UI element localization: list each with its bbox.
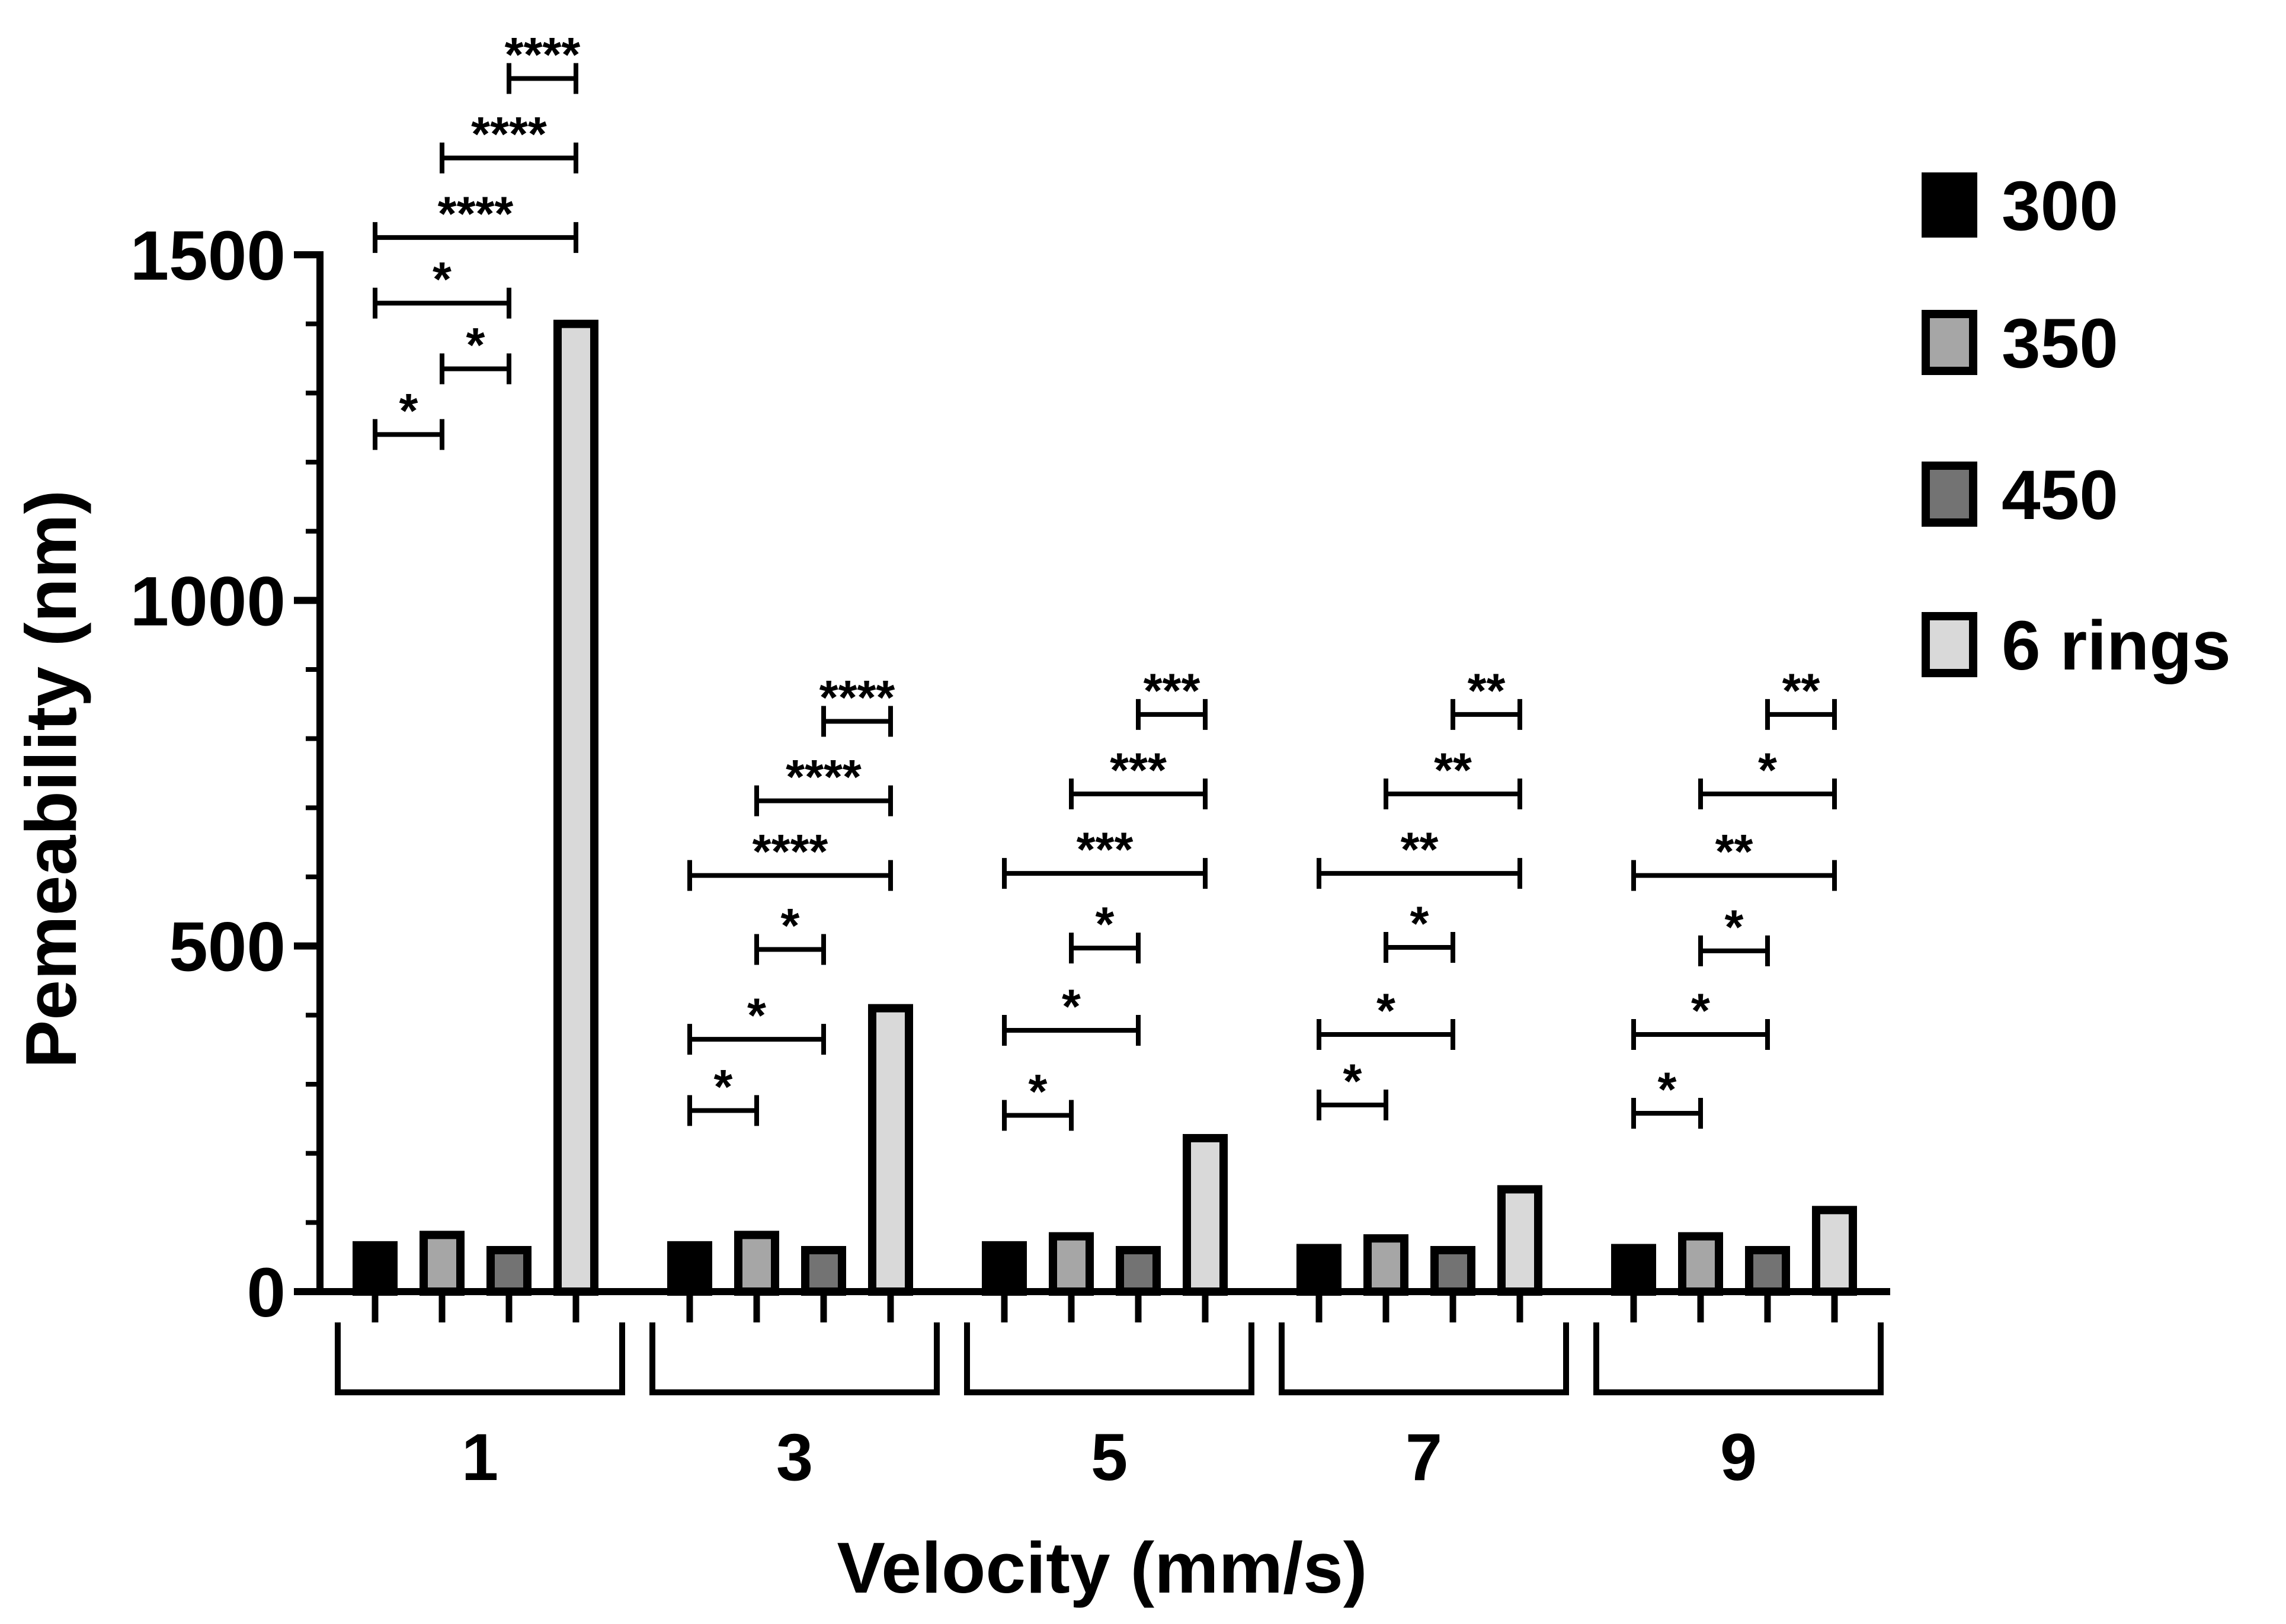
legend-label: 6 rings bbox=[2002, 607, 2231, 685]
significance-label: * bbox=[466, 319, 485, 373]
significance-label: * bbox=[399, 384, 418, 438]
y-tick-label: 1000 bbox=[130, 562, 286, 640]
significance-label: **** bbox=[438, 187, 514, 241]
bar-6-rings-v1 bbox=[553, 319, 598, 1296]
significance-label: ** bbox=[1468, 664, 1506, 718]
x-category-label: 1 bbox=[462, 1420, 498, 1494]
group-bracket bbox=[1279, 1322, 1569, 1395]
y-tick-label: 0 bbox=[246, 1254, 286, 1332]
significance-label: * bbox=[1376, 984, 1395, 1038]
significance-label: * bbox=[714, 1060, 733, 1114]
bar-6-rings-v3 bbox=[868, 1004, 913, 1296]
group-bracket bbox=[964, 1322, 1254, 1395]
bar-450-v5 bbox=[1116, 1246, 1161, 1296]
bar-300-v1 bbox=[353, 1241, 398, 1296]
legend-swatch-300 bbox=[1922, 172, 1977, 238]
bar-350-v9 bbox=[1678, 1232, 1723, 1296]
significance-label: **** bbox=[505, 28, 581, 82]
significance-label: * bbox=[1096, 898, 1115, 952]
significance-label: * bbox=[1343, 1055, 1362, 1109]
bar-6-rings-v7 bbox=[1497, 1185, 1542, 1296]
significance-label: * bbox=[1062, 980, 1081, 1034]
x-category-label: 3 bbox=[776, 1420, 813, 1494]
significance-label: * bbox=[1658, 1063, 1677, 1117]
significance-label: * bbox=[433, 253, 452, 307]
bar-450-v1 bbox=[486, 1246, 532, 1296]
x-category-label: 7 bbox=[1405, 1420, 1442, 1494]
bar-450-v9 bbox=[1745, 1246, 1790, 1296]
significance-label: **** bbox=[819, 671, 895, 725]
significance-label: **** bbox=[786, 751, 862, 805]
legend-swatch-450 bbox=[1922, 462, 1977, 527]
bar-350-v5 bbox=[1049, 1232, 1094, 1296]
legend-swatch-6-rings bbox=[1922, 612, 1977, 677]
group-bracket bbox=[335, 1322, 625, 1395]
significance-label: *** bbox=[1110, 744, 1167, 797]
significance-label: * bbox=[1691, 984, 1710, 1038]
significance-label: *** bbox=[1144, 664, 1200, 718]
bar-300-v5 bbox=[982, 1241, 1027, 1296]
bar-350-v3 bbox=[734, 1231, 779, 1296]
bar-350-v7 bbox=[1363, 1234, 1408, 1296]
significance-label: * bbox=[1758, 744, 1777, 797]
legend-label: 350 bbox=[2002, 305, 2118, 383]
significance-label: **** bbox=[753, 825, 828, 879]
bar-300-v9 bbox=[1611, 1244, 1656, 1296]
bar-6-rings-v9 bbox=[1812, 1206, 1857, 1296]
y-tick-label: 500 bbox=[169, 908, 286, 986]
bar-6-rings-v5 bbox=[1183, 1134, 1228, 1296]
legend-label: 300 bbox=[2002, 167, 2118, 245]
x-axis-title: Velocity (mm/s) bbox=[837, 1527, 1368, 1608]
y-axis-title: Pemeability (nm) bbox=[11, 490, 91, 1068]
x-category-label: 5 bbox=[1091, 1420, 1128, 1494]
bar-450-v3 bbox=[801, 1246, 846, 1296]
y-tick-label: 1500 bbox=[130, 217, 286, 295]
legend-label: 450 bbox=[2002, 456, 2118, 534]
group-bracket bbox=[649, 1322, 940, 1395]
significance-label: * bbox=[1410, 897, 1429, 951]
significance-label: ** bbox=[1434, 744, 1472, 797]
significance-label: **** bbox=[471, 108, 547, 162]
group-bracket bbox=[1593, 1322, 1884, 1395]
bar-350-v1 bbox=[420, 1231, 465, 1296]
legend-swatch-350 bbox=[1922, 310, 1977, 375]
significance-label: ** bbox=[1401, 823, 1439, 877]
significance-label: ** bbox=[1715, 825, 1753, 879]
significance-label: * bbox=[1725, 901, 1744, 954]
significance-label: ** bbox=[1782, 664, 1820, 718]
significance-label: * bbox=[747, 989, 766, 1043]
x-category-label: 9 bbox=[1720, 1420, 1757, 1494]
bar-300-v7 bbox=[1296, 1244, 1341, 1296]
significance-label: * bbox=[781, 899, 800, 953]
significance-label: *** bbox=[1077, 823, 1134, 877]
significance-label: * bbox=[1029, 1065, 1048, 1119]
bar-450-v7 bbox=[1430, 1246, 1475, 1296]
bar-300-v3 bbox=[667, 1241, 712, 1296]
